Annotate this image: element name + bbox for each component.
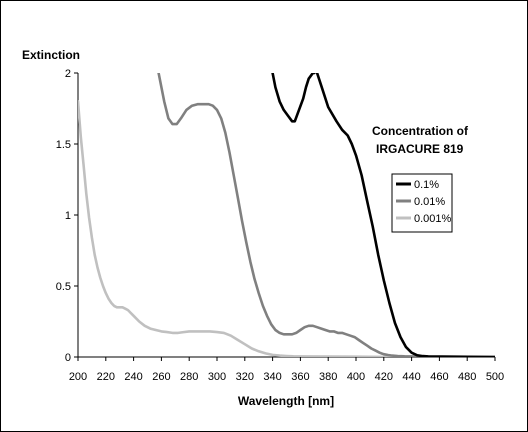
legend-label: 0.01% — [414, 196, 445, 208]
annotation-line-2: IRGACURE 819 — [376, 142, 464, 156]
x-tick-label: 300 — [208, 371, 226, 383]
series-0-1pct-line-segment-2 — [315, 73, 495, 357]
x-tick-label: 200 — [69, 371, 87, 383]
legend: 0.1% 0.01% 0.001% — [391, 173, 453, 233]
annotation-line-1: Concentration of — [372, 124, 469, 138]
series-0-01pct-line — [157, 73, 495, 357]
y-tick-label: 0.5 — [56, 281, 71, 293]
x-tick-label: 360 — [291, 371, 309, 383]
x-tick-label: 480 — [458, 371, 476, 383]
x-tick-label: 500 — [486, 371, 504, 383]
x-tick-label: 220 — [97, 371, 115, 383]
x-tick-label: 400 — [347, 371, 365, 383]
x-tick-label: 280 — [180, 371, 198, 383]
x-tick-label: 420 — [375, 371, 393, 383]
plot-area: 0 0.5 1 1.5 2 200 220 240 260 280 300 320 340 360 380 4… — [56, 68, 504, 383]
series-0-1pct-line — [271, 73, 316, 123]
y-tick-label: 1 — [65, 210, 71, 222]
y-tick-label: 2 — [65, 68, 71, 80]
x-axis-title: Wavelength [nm] — [238, 394, 334, 408]
legend-label: 0.001% — [414, 213, 452, 225]
x-tick-label: 240 — [124, 371, 142, 383]
y-tick-label: 0 — [65, 352, 71, 364]
x-tick-label: 340 — [263, 371, 281, 383]
x-tick-label: 320 — [236, 371, 254, 383]
x-tick-label: 440 — [402, 371, 420, 383]
y-tick-label: 1.5 — [56, 139, 71, 151]
legend-label: 0.1% — [414, 179, 439, 191]
y-axis-title: Extinction — [22, 48, 80, 62]
series-0-001pct-line — [78, 100, 495, 357]
x-tick-label: 260 — [152, 371, 170, 383]
x-tick-label: 460 — [430, 371, 448, 383]
x-tick-label: 380 — [319, 371, 337, 383]
